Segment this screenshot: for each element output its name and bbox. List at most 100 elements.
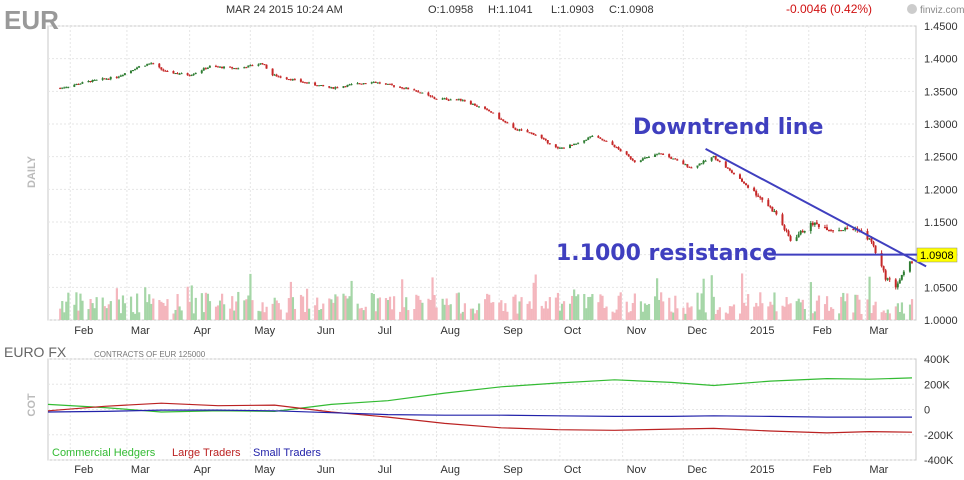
volume-bar xyxy=(148,294,151,320)
volume-bar xyxy=(615,309,618,320)
volume-bar xyxy=(556,292,560,320)
candle-body xyxy=(704,160,707,162)
candle-body xyxy=(577,142,580,144)
volume-bar xyxy=(767,306,770,320)
volume-bar xyxy=(868,276,871,320)
candle-body xyxy=(852,229,855,231)
candle-body xyxy=(229,66,232,68)
cot-line-small-traders xyxy=(47,409,912,418)
candle-body xyxy=(419,92,422,94)
candle-body xyxy=(738,174,741,179)
price-x-tick: Mar xyxy=(131,325,150,337)
volume-bar xyxy=(89,299,92,320)
volume-bar xyxy=(342,293,345,320)
volume-bar xyxy=(686,302,689,320)
volume-bar xyxy=(328,298,331,320)
volume-bar xyxy=(158,300,161,320)
volume-bar xyxy=(243,300,246,320)
candle-body xyxy=(285,77,288,80)
volume-bar xyxy=(518,301,521,320)
volume-bar xyxy=(787,304,790,320)
volume-bar xyxy=(261,302,264,320)
price-x-tick: May xyxy=(254,325,275,337)
candle-body xyxy=(643,157,646,159)
volume-bar xyxy=(61,301,64,320)
candle-body xyxy=(221,66,224,69)
resistance-label: 1.1000 resistance xyxy=(556,241,777,266)
candle-body xyxy=(356,83,359,85)
low-label: L:1.0903 xyxy=(551,4,594,16)
candle-body xyxy=(870,238,873,242)
candle-body xyxy=(743,181,746,184)
volume-bar xyxy=(757,306,760,320)
volume-bar xyxy=(223,304,226,320)
candle-body xyxy=(886,278,889,280)
volume-bar xyxy=(759,292,762,320)
candle-body xyxy=(585,139,588,141)
price-y-tick: 1.3500 xyxy=(924,86,958,98)
legend-commercial: Commercial Hedgers xyxy=(52,447,156,459)
volume-bar xyxy=(498,302,501,320)
candle-body xyxy=(109,76,112,80)
candle-body xyxy=(148,63,151,65)
volume-bar xyxy=(658,299,661,320)
finviz-logo[interactable]: finviz.com xyxy=(907,4,964,16)
candle-body xyxy=(532,133,535,135)
candle-body xyxy=(91,79,94,83)
candle-body xyxy=(287,79,290,81)
candle-body xyxy=(372,81,375,83)
volume-bar xyxy=(350,280,353,320)
candle-body xyxy=(77,83,80,85)
candle-body xyxy=(146,64,149,66)
volume-bar xyxy=(473,313,477,320)
candle-body xyxy=(403,88,406,90)
candle-body xyxy=(257,64,260,66)
volume-bar xyxy=(392,296,396,320)
volume-bar xyxy=(844,301,847,320)
price-x-tick: Jul xyxy=(378,325,392,337)
volume-bar xyxy=(838,313,841,320)
volume-bar xyxy=(625,301,628,320)
volume-bar xyxy=(888,313,891,320)
volume-bar xyxy=(688,307,691,320)
volume-bar xyxy=(399,311,402,320)
volume-bar xyxy=(144,287,147,320)
candle-body xyxy=(830,230,833,232)
price-x-tick: Aug xyxy=(440,325,460,337)
candle-body xyxy=(898,279,901,284)
candle-body xyxy=(520,129,523,131)
candle-body xyxy=(732,172,735,175)
volume-bar xyxy=(900,302,904,320)
candle-body xyxy=(528,132,531,134)
candle-body xyxy=(271,68,274,76)
cot-y-tick: -400K xyxy=(924,455,954,467)
volume-bar xyxy=(174,309,177,320)
candle-body xyxy=(178,73,181,75)
candle-body xyxy=(73,84,76,87)
candle-body xyxy=(488,109,491,112)
volume-bar xyxy=(447,305,450,320)
candle-body xyxy=(832,230,835,232)
candle-body xyxy=(840,230,843,232)
candle-body xyxy=(823,227,826,229)
volume-bar xyxy=(202,312,205,320)
candle-body xyxy=(645,157,648,159)
candle-body xyxy=(755,190,758,196)
volume-bar xyxy=(597,302,600,320)
candle-body xyxy=(350,84,353,86)
volume-bar xyxy=(249,273,252,320)
candle-body xyxy=(61,87,64,89)
candle-body xyxy=(712,156,715,158)
volume-bar xyxy=(700,293,703,320)
candle-body xyxy=(809,222,812,232)
volume-bar xyxy=(344,295,347,320)
cot-x-tick: Oct xyxy=(564,464,581,476)
candle-body xyxy=(305,82,308,84)
candle-body xyxy=(767,199,770,207)
volume-bar xyxy=(421,302,424,320)
candle-body xyxy=(575,143,578,145)
cot-y-tick: 200K xyxy=(924,379,950,391)
candle-body xyxy=(194,72,197,75)
volume-bar xyxy=(413,308,416,320)
candle-body xyxy=(204,68,207,70)
